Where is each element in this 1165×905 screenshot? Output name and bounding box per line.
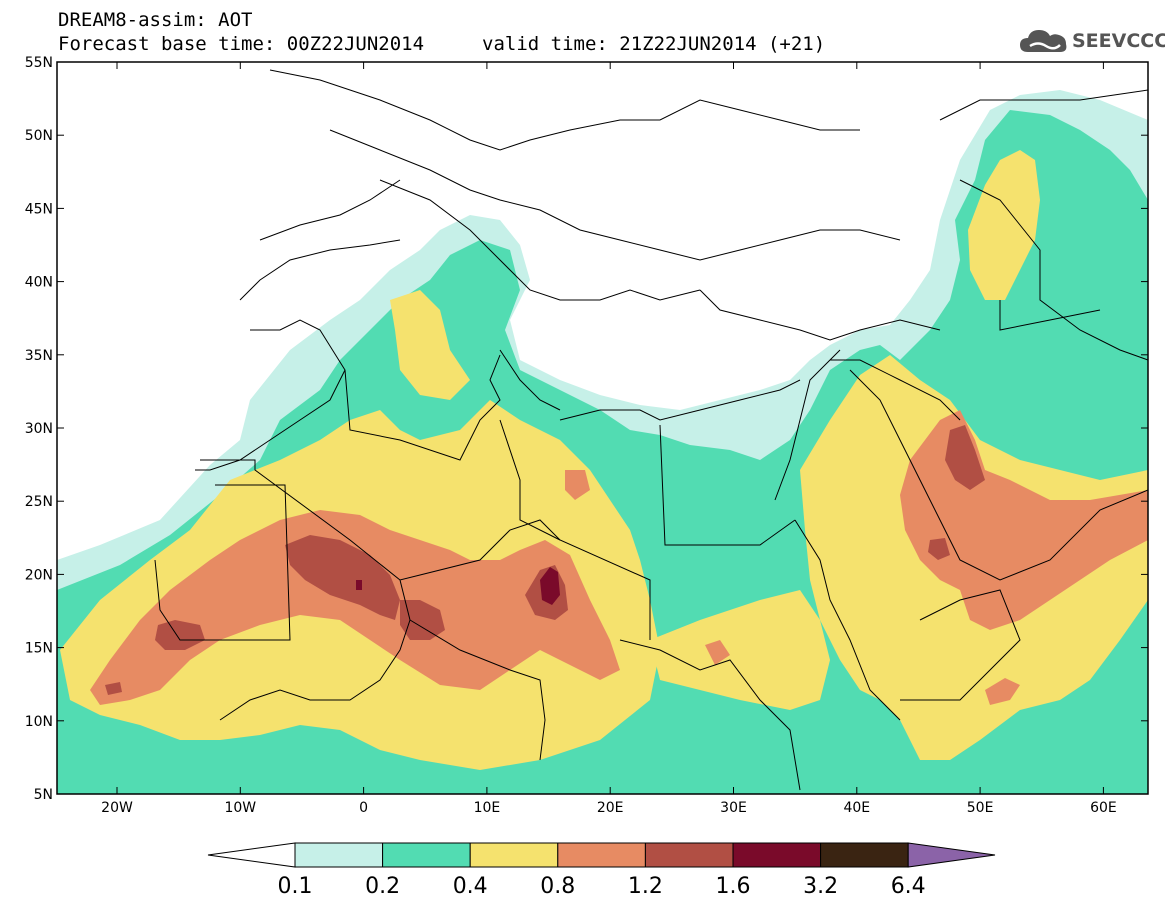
- lat-label: 30N: [25, 421, 53, 437]
- colorbar-label: 0.1: [278, 874, 313, 899]
- colorbar-segment: [557, 842, 646, 868]
- seevccc-logo: SEEVCCC: [1018, 24, 1165, 58]
- colorbar-segment: [469, 842, 559, 868]
- colorbar-label: 3.2: [803, 874, 838, 899]
- lat-label: 50N: [25, 128, 53, 144]
- colorbar-label: 6.4: [891, 874, 926, 899]
- latitude-axis: 55N 50N 45N 40N 35N 30N 25N 20N 15N 10N 5N: [25, 55, 1148, 803]
- lat-label: 25N: [25, 494, 53, 510]
- colorbar-segment: [644, 842, 734, 868]
- lon-label: 0: [359, 800, 368, 816]
- lat-label: 55N: [25, 55, 53, 71]
- colorbar-label: 1.2: [628, 874, 663, 899]
- cloud-icon: [1020, 30, 1067, 52]
- lon-label: 30E: [720, 800, 747, 816]
- lat-label: 35N: [25, 348, 53, 364]
- colorbar-label: 0.4: [453, 874, 488, 899]
- lon-label: 10W: [224, 800, 256, 816]
- lat-label: 40N: [25, 275, 53, 291]
- longitude-axis: 20W 10W 0 10E 20E 30E 40E 50E 60E: [101, 62, 1117, 816]
- colorbar-label: 0.2: [365, 874, 400, 899]
- colorbar-segment: [294, 842, 384, 868]
- valid-time: valid time: 21Z22JUN2014 (+21): [482, 33, 826, 55]
- map-title: DREAM8-assim: AOT: [58, 9, 253, 31]
- forecast-base-time: Forecast base time: 00Z22JUN2014: [58, 33, 425, 55]
- colorbar-segment: [820, 842, 909, 868]
- lat-label: 15N: [25, 641, 53, 657]
- colorbar-segment: [382, 842, 471, 868]
- logo-text: SEEVCCC: [1072, 30, 1165, 52]
- aot-field: [57, 62, 1148, 794]
- lat-label: 10N: [25, 714, 53, 730]
- colorbar-label: 0.8: [540, 874, 575, 899]
- colorbar-under-triangle: [207, 842, 296, 868]
- country-borders: [154, 69, 1148, 791]
- lon-label: 20W: [101, 800, 133, 816]
- colorbar-label: 1.6: [716, 874, 751, 899]
- lat-label: 20N: [25, 567, 53, 583]
- lat-label: 45N: [25, 201, 53, 217]
- lon-label: 40E: [843, 800, 870, 816]
- aot-band-1.6: [356, 567, 560, 605]
- lon-label: 10E: [474, 800, 501, 816]
- lon-label: 50E: [967, 800, 994, 816]
- lon-label: 60E: [1090, 800, 1117, 816]
- lon-label: 20E: [597, 800, 624, 816]
- aot-colorbar: 0.1 0.2 0.4 0.8 1.2 1.6 3.2 6.4: [207, 842, 996, 899]
- colorbar-over-triangle: [907, 842, 996, 868]
- colorbar-segment: [732, 842, 822, 868]
- lat-label: 5N: [34, 787, 53, 803]
